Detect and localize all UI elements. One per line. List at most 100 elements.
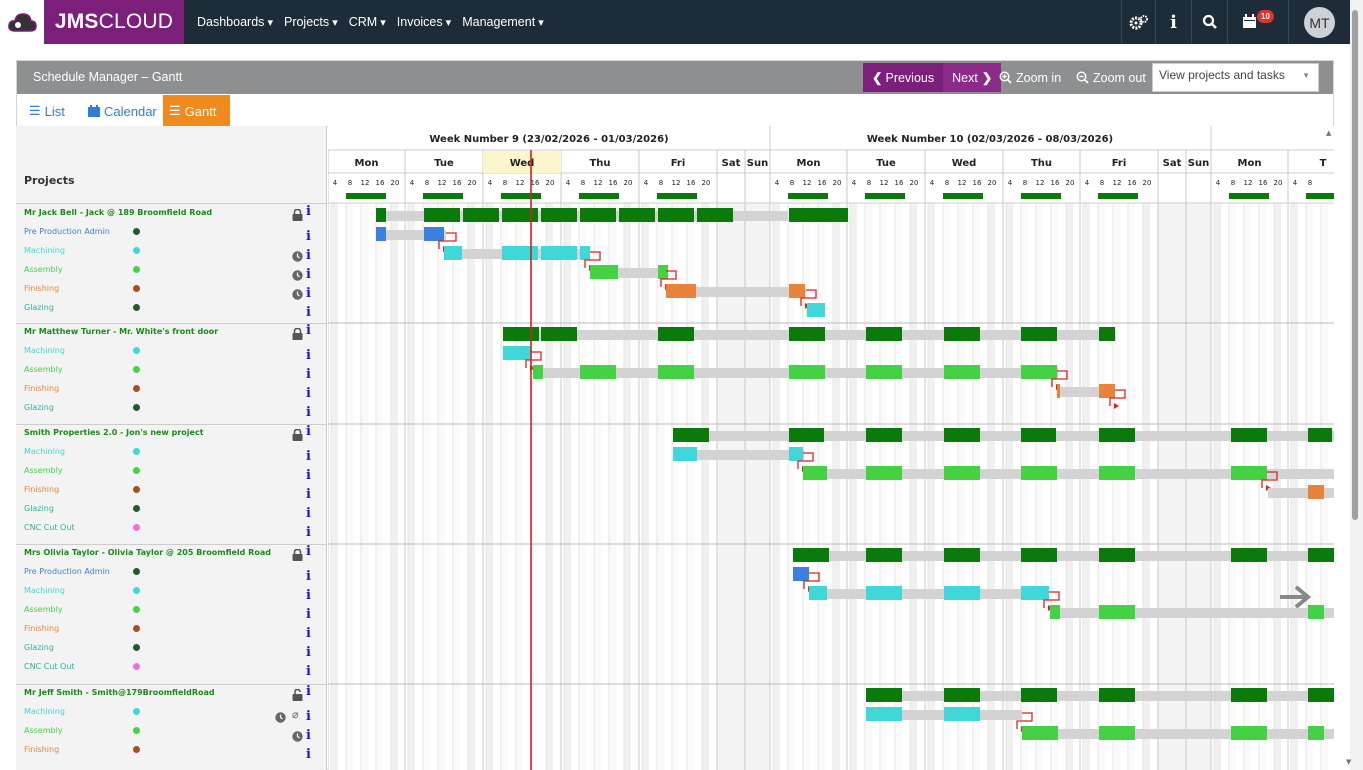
project-title[interactable]: Smith Properties 2.0 - Jon's new project — [24, 428, 204, 437]
gantt-canvas[interactable]: Week Number 9 (23/02/2026 - 01/03/2026) W… — [328, 126, 1334, 770]
lock-icon[interactable] — [292, 546, 303, 565]
hour-label: 20 — [546, 179, 555, 187]
info-icon[interactable]: i — [306, 684, 311, 699]
task-label[interactable]: Machining — [24, 707, 65, 716]
task-label[interactable]: Glazing — [24, 643, 54, 652]
task-label[interactable]: Assembly — [24, 265, 63, 274]
task-label[interactable]: Pre Production Admin — [24, 567, 110, 576]
hour-label: 20 — [1143, 179, 1152, 187]
info-icon[interactable]: i — [306, 248, 311, 263]
info-icon[interactable]: i — [306, 544, 311, 559]
info-icon[interactable]: i — [306, 348, 311, 363]
task-bar — [1044, 428, 1056, 442]
unlock-icon[interactable] — [292, 686, 303, 705]
menu-projects[interactable]: Projects — [284, 15, 338, 29]
page-scrollbar-thumb[interactable] — [1352, 10, 1358, 520]
task-label[interactable]: Finishing — [24, 745, 60, 754]
calendar-notifications[interactable]: 10 — [1227, 0, 1289, 44]
task-label[interactable]: Machining — [24, 246, 65, 255]
info-icon[interactable]: i — [306, 747, 311, 762]
clock-icon[interactable] — [292, 285, 303, 304]
info-icon[interactable]: i — [306, 645, 311, 660]
task-label[interactable]: Glazing — [24, 303, 54, 312]
previous-button[interactable]: ❮ Previous — [863, 63, 943, 92]
task-bar — [1021, 688, 1057, 702]
task-label[interactable]: Machining — [24, 586, 65, 595]
tab-list[interactable]: ☰ List — [23, 95, 71, 127]
info-icon[interactable]: i — [306, 229, 311, 244]
task-label[interactable]: Glazing — [24, 504, 54, 513]
status-dot — [133, 644, 140, 651]
clock-icon[interactable] — [292, 727, 303, 746]
gantt-scroll-up-icon[interactable]: ▲ — [1326, 129, 1332, 137]
lock-icon[interactable] — [292, 426, 303, 445]
hour-label: 16 — [453, 179, 462, 187]
page-scroll-down-icon[interactable]: ▼ — [1346, 758, 1352, 766]
task-label[interactable]: Machining — [24, 447, 65, 456]
task-label[interactable]: Finishing — [24, 384, 60, 393]
project-title[interactable]: Mr Jeff Smith - Smith@179BroomfieldRoad — [24, 688, 215, 697]
info-icon[interactable]: i — [306, 286, 311, 301]
task-label[interactable]: Assembly — [24, 726, 63, 735]
project-title[interactable]: Mrs Olivia Taylor - Olivia Taylor @ 205 … — [24, 548, 271, 557]
info-icon[interactable]: i — [306, 367, 311, 382]
calendar-icon — [88, 105, 100, 117]
info-icon[interactable]: i — [306, 506, 311, 521]
info-icon[interactable]: i — [306, 449, 311, 464]
menu-invoices[interactable]: Invoices — [397, 15, 451, 29]
cloud-logo-icon[interactable] — [0, 0, 44, 44]
view-select[interactable]: View projects and tasks ▼ — [1152, 63, 1319, 92]
project-title[interactable]: Mr Matthew Turner - Mr. White's front do… — [24, 327, 219, 336]
hour-shade — [1128, 203, 1135, 770]
task-label[interactable]: Finishing — [24, 485, 60, 494]
info-icon[interactable]: i — [306, 709, 311, 724]
info-icon[interactable]: i — [306, 204, 311, 219]
info-icon[interactable]: i — [306, 424, 311, 439]
task-label[interactable]: Finishing — [24, 624, 60, 633]
task-label[interactable]: CNC Cut Out — [24, 523, 75, 532]
info-icon[interactable]: i — [306, 267, 311, 282]
clock-icon[interactable] — [275, 708, 286, 727]
project-title[interactable]: Mr Jack Bell - Jack @ 189 Broomfield Roa… — [24, 208, 213, 217]
info-icon[interactable]: i — [306, 626, 311, 641]
zoom-out-button[interactable]: Zoom out — [1076, 61, 1146, 94]
lock-icon[interactable] — [292, 325, 303, 344]
user-avatar[interactable]: MT — [1304, 7, 1335, 38]
task-label[interactable]: Assembly — [24, 365, 63, 374]
task-label[interactable]: Assembly — [24, 466, 63, 475]
paperclip-icon[interactable]: ⌀ — [292, 708, 299, 721]
search-icon[interactable] — [1191, 0, 1227, 44]
info-icon[interactable]: i — [306, 607, 311, 622]
task-label[interactable]: Glazing — [24, 403, 54, 412]
clock-icon[interactable] — [292, 247, 303, 266]
task-label[interactable]: Pre Production Admin — [24, 227, 110, 236]
task-label[interactable]: CNC Cut Out — [24, 662, 75, 671]
task-label[interactable]: Finishing — [24, 284, 60, 293]
info-icon[interactable]: i — [306, 323, 311, 338]
settings-gears-icon[interactable] — [1121, 0, 1155, 44]
info-icon[interactable]: i — [1155, 0, 1191, 44]
menu-dashboards[interactable]: Dashboards — [197, 15, 273, 29]
next-button[interactable]: Next ❯ — [943, 63, 1002, 92]
task-label[interactable]: Assembly — [24, 605, 63, 614]
info-icon[interactable]: i — [306, 588, 311, 603]
lock-icon[interactable] — [292, 206, 303, 225]
tab-gantt[interactable]: ☰ Gantt — [163, 95, 230, 127]
info-icon[interactable]: i — [306, 728, 311, 743]
task-label[interactable]: Machining — [24, 346, 65, 355]
tab-calendar[interactable]: Calendar — [82, 95, 163, 127]
info-icon[interactable]: i — [306, 468, 311, 483]
menu-crm[interactable]: CRM — [349, 15, 386, 29]
info-icon[interactable]: i — [306, 405, 311, 420]
info-icon[interactable]: i — [306, 305, 311, 320]
brand-name[interactable]: JMS CLOUD — [44, 0, 184, 44]
info-icon[interactable]: i — [306, 386, 311, 401]
info-icon[interactable]: i — [306, 525, 311, 540]
menu-management[interactable]: Management — [462, 15, 544, 29]
info-icon[interactable]: i — [306, 664, 311, 679]
zoom-in-button[interactable]: Zoom in — [999, 61, 1061, 94]
info-icon[interactable]: i — [306, 569, 311, 584]
info-icon[interactable]: i — [306, 487, 311, 502]
clock-icon[interactable] — [292, 266, 303, 285]
day-label-12: Sat — [1163, 158, 1182, 169]
